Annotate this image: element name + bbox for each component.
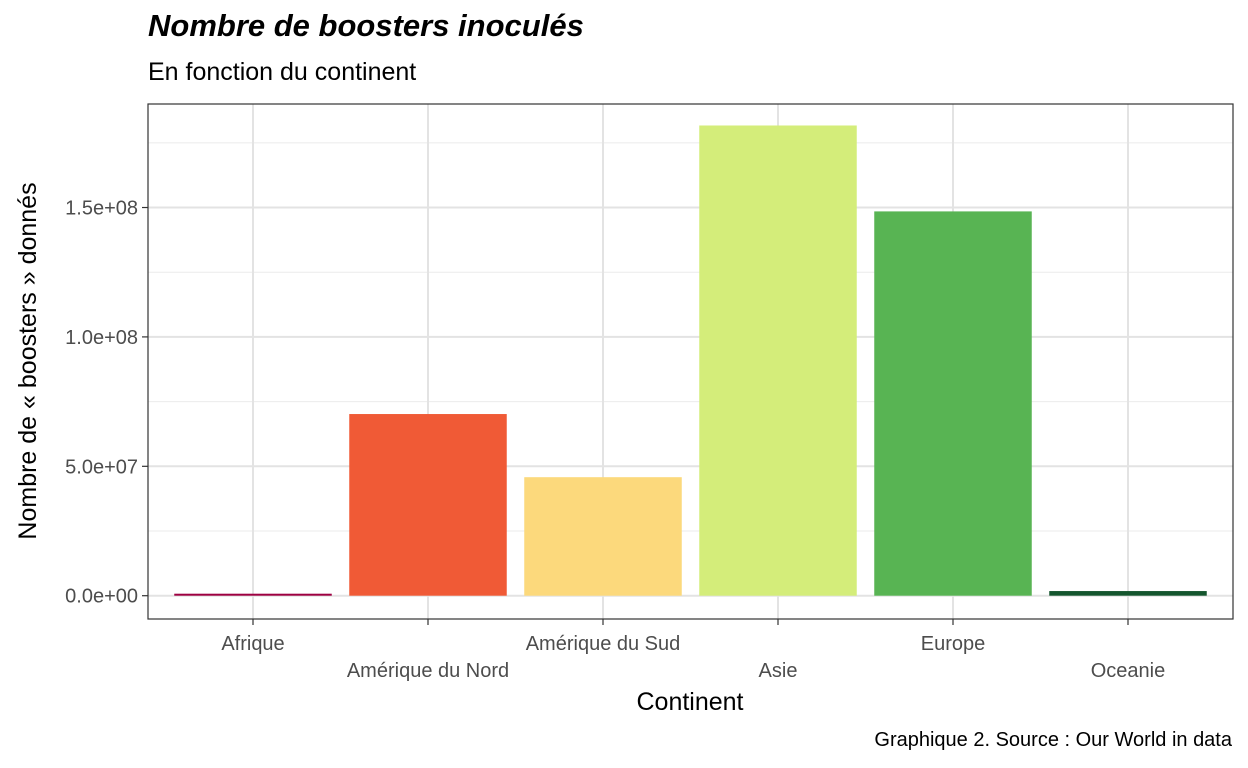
y-tick-label: 1.0e+08 bbox=[65, 327, 138, 349]
x-tick-label: Amérique du Sud bbox=[526, 633, 681, 655]
y-axis-title: Nombre de « boosters » donnés bbox=[14, 182, 42, 539]
chart-subtitle: En fonction du continent bbox=[148, 58, 417, 86]
bar bbox=[174, 593, 332, 596]
x-tick-label: Asie bbox=[759, 660, 798, 682]
y-tick-label: 0.0e+00 bbox=[65, 586, 138, 608]
x-tick-label: Oceanie bbox=[1091, 660, 1166, 682]
x-axis-title: Continent bbox=[636, 688, 743, 716]
bars bbox=[174, 125, 1207, 596]
bar bbox=[1049, 591, 1207, 596]
plot-panel-border bbox=[147, 103, 1234, 620]
chart-caption: Graphique 2. Source : Our World in data bbox=[874, 729, 1232, 751]
chart-title: Nombre de boosters inoculés bbox=[148, 8, 584, 43]
y-tick-label: 1.5e+08 bbox=[65, 198, 138, 220]
y-tick-label: 5.0e+07 bbox=[65, 456, 138, 478]
bar bbox=[349, 414, 507, 596]
bar bbox=[874, 211, 1032, 596]
x-tick-label: Europe bbox=[921, 633, 986, 655]
bar bbox=[524, 477, 682, 596]
x-tick-label: Amérique du Nord bbox=[347, 660, 509, 682]
x-tick-label: Afrique bbox=[221, 633, 284, 655]
axes: 0.0e+00 5.0e+07 1.0e+08 1.5e+08 Afrique Améri… bbox=[65, 198, 1165, 682]
plot-panel-background bbox=[148, 104, 1233, 619]
bar bbox=[699, 125, 857, 596]
